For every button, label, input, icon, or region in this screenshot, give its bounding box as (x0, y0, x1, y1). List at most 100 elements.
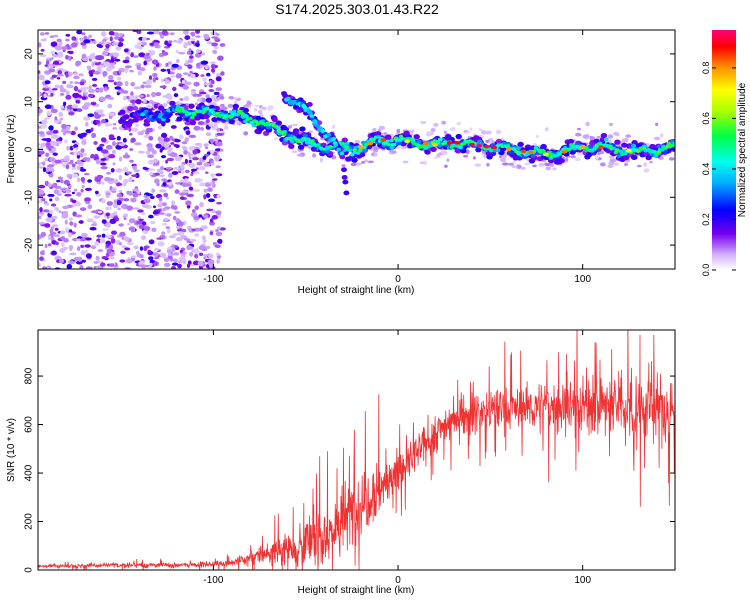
noise-blob (45, 141, 51, 148)
colorbar-tick-label: 0.0 (701, 264, 711, 277)
noise-blob (608, 155, 615, 159)
noise-blob (153, 42, 160, 46)
noise-blob (174, 155, 182, 162)
noise-blob (106, 172, 111, 175)
noise-blob (138, 94, 145, 98)
noise-blob (202, 235, 206, 241)
noise-blob (46, 130, 53, 136)
noise-blob (199, 64, 204, 68)
ridge-peak (505, 147, 512, 152)
noise-blob (175, 73, 182, 79)
noise-blob (168, 172, 173, 178)
noise-blob (71, 36, 77, 41)
noise-blob (153, 248, 160, 251)
noise-blob (126, 171, 133, 175)
ridge-peak (528, 150, 534, 155)
noise-blob (97, 249, 104, 252)
noise-blob (38, 200, 43, 204)
noise-blob (191, 228, 196, 232)
noise-blob (104, 87, 108, 92)
ridge-halo (292, 128, 300, 134)
noise-blob (142, 204, 150, 208)
ridge-halo (623, 154, 630, 161)
noise-blob (63, 179, 70, 185)
noise-blob (153, 261, 159, 267)
noise-blob (175, 237, 183, 242)
noise-blob (216, 201, 223, 205)
noise-blob (54, 84, 60, 89)
noise-blob (189, 238, 197, 242)
noise-blob (75, 214, 83, 218)
ridge-core (306, 138, 311, 142)
ridge-halo (385, 134, 392, 140)
noise-blob (145, 127, 153, 133)
noise-blob (213, 122, 218, 128)
noise-blob (120, 250, 126, 254)
noise-blob (600, 162, 606, 167)
noise-blob (38, 234, 42, 240)
noise-blob (134, 95, 139, 101)
noise-blob (80, 132, 88, 136)
noise-blob (287, 125, 292, 129)
noise-blob (117, 207, 121, 211)
noise-blob (148, 159, 155, 165)
noise-blob (38, 154, 42, 157)
noise-blob (141, 221, 147, 226)
ridge-halo (460, 148, 467, 154)
noise-blob (58, 258, 65, 264)
noise-blob (136, 220, 144, 225)
noise-blob (112, 149, 116, 154)
noise-blob (499, 157, 507, 162)
noise-blob (112, 162, 116, 166)
noise-blob (210, 150, 214, 155)
noise-blob (191, 209, 196, 213)
noise-blob (166, 213, 172, 217)
noise-blob (297, 154, 302, 157)
noise-blob (78, 73, 84, 77)
ridge-core (190, 115, 195, 120)
ridge-mid (255, 115, 261, 120)
noise-blob (177, 263, 182, 269)
noise-blob (40, 54, 47, 57)
noise-blob (68, 174, 73, 180)
noise-blob (312, 153, 317, 158)
noise-blob (76, 30, 83, 35)
noise-blob (168, 40, 173, 44)
noise-blob (213, 46, 219, 50)
noise-blob (156, 168, 162, 173)
noise-blob (655, 122, 659, 127)
noise-blob (552, 167, 557, 171)
noise-blob (47, 243, 52, 247)
noise-blob (89, 54, 96, 60)
noise-blob (100, 262, 106, 267)
noise-blob (52, 34, 59, 38)
noise-blob (77, 133, 82, 138)
noise-blob (60, 105, 65, 109)
noise-blob (74, 81, 80, 85)
noise-blob (609, 122, 614, 127)
noise-blob (535, 134, 540, 139)
ridge-halo (188, 103, 195, 109)
ridge-core (290, 140, 295, 144)
noise-blob (148, 239, 155, 245)
branch-halo (341, 175, 348, 180)
noise-blob (481, 130, 487, 135)
ridge-mid (162, 114, 168, 119)
noise-blob (498, 155, 503, 159)
noise-blob (203, 194, 207, 200)
noise-blob (122, 90, 129, 94)
ridge-mid (362, 148, 368, 153)
noise-blob (178, 134, 184, 140)
noise-blob (90, 101, 97, 106)
noise-blob (65, 164, 70, 170)
noise-blob (133, 245, 139, 250)
noise-blob (145, 52, 150, 56)
ridge-core (244, 114, 249, 118)
noise-blob (446, 158, 450, 163)
noise-blob (668, 157, 675, 161)
noise-blob (643, 162, 648, 167)
noise-blob (199, 91, 207, 95)
noise-blob (149, 195, 155, 200)
ridge-halo (567, 138, 575, 145)
noise-blob (167, 61, 172, 65)
